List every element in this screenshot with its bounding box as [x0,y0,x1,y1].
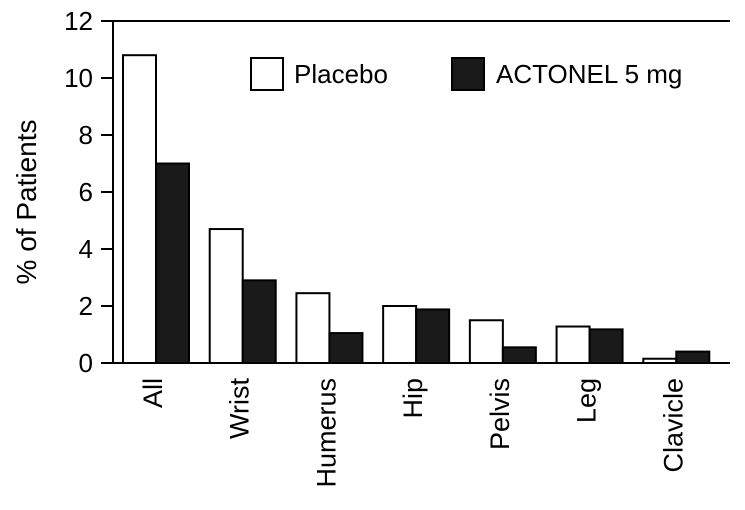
y-tick-label-8: 8 [79,120,93,150]
bar-actonel-5-mg-leg [588,328,624,364]
category-label-pelvis: Pelvis [485,378,515,450]
bar-placebo-pelvis [468,319,504,364]
category-label-clavicle: Clavicle [658,378,688,473]
bar-actonel-5-mg-all [155,162,190,364]
legend-swatch-placebo [250,57,284,91]
bar-placebo-leg [555,325,591,364]
y-tick-label-4: 4 [79,234,93,264]
y-axis-title: % of Patients [11,120,42,285]
axes [101,20,730,364]
category-label-hip: Hip [398,378,428,419]
y-axis-title-group: % of Patients [11,120,42,285]
category-label-humerus: Humerus [311,378,341,488]
y-tick-label-6: 6 [79,177,93,207]
category-label-wrist: Wrist [225,378,255,439]
y-tick-label-10: 10 [64,63,93,93]
category-label-leg: Leg [572,378,602,423]
category-labels: All Wrist Humerus Hip Pelvis Leg Clavicle [138,378,688,488]
y-tick-label-2: 2 [79,291,93,321]
category-label-all: All [138,378,168,408]
y-tick-label-0: 0 [79,348,93,378]
y-tick-label-12: 12 [64,6,93,36]
bar-placebo-wrist [208,228,244,364]
bar-actonel-5-mg-wrist [241,279,277,365]
y-ticks: 0 2 4 6 8 10 12 [64,6,113,378]
bars [122,54,711,365]
legend-label-actonel: ACTONEL 5 mg [496,59,682,89]
bar-actonel-5-mg-hip [415,308,451,365]
legend-label-placebo: Placebo [294,59,388,89]
legend: Placebo ACTONEL 5 mg [250,57,682,91]
bar-actonel-5-mg-pelvis [501,346,537,365]
bar-placebo-humerus [295,292,331,364]
bar-placebo-all [122,54,157,364]
bar-placebo-hip [382,305,418,364]
legend-swatch-actonel [451,57,485,91]
bar-actonel-5-mg-humerus [328,332,364,365]
bar-actonel-5-mg-clavicle [675,350,711,365]
